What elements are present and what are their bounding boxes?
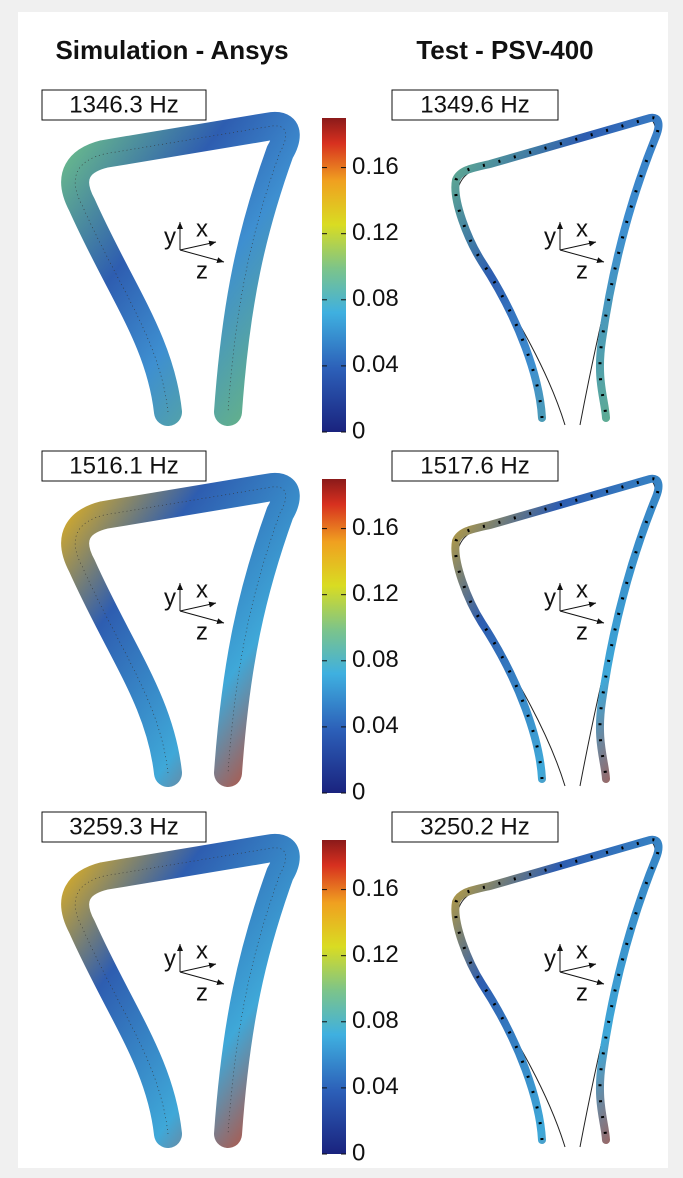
- axis-label: y: [544, 223, 556, 250]
- axis-arrow: [559, 971, 605, 986]
- colorbar-tick-label: 0.16: [352, 153, 399, 180]
- frequency-box: [41, 450, 207, 482]
- test-shape: [451, 474, 663, 783]
- colorbar: [322, 840, 346, 1154]
- axis-label: x: [576, 215, 588, 242]
- simulation-shape: [61, 111, 300, 426]
- frequency-box: [41, 811, 207, 843]
- frequency-box: [391, 811, 559, 843]
- mode-row: 3259.3 Hz 3250.2 Hzy xzy xz00.040.080.120.1…: [41, 811, 663, 1166]
- axis-label: z: [196, 979, 208, 1006]
- colorbar-tick-label: 0.12: [352, 580, 399, 607]
- axis-arrow: [559, 240, 597, 251]
- axis-label: x: [196, 215, 208, 242]
- colorbar-tick-label: 0: [352, 1139, 365, 1166]
- frequency-label: 3250.2 Hz: [420, 813, 529, 840]
- axis-arrow: [559, 610, 605, 625]
- column-header: Simulation - Ansys: [55, 35, 288, 65]
- axis-arrow: [179, 610, 225, 625]
- frequency-label: 1346.3 Hz: [69, 91, 178, 118]
- column-header: Test - PSV-400: [416, 35, 593, 65]
- frequency-label: 1349.6 Hz: [420, 91, 529, 118]
- axis-arrow: [179, 249, 225, 264]
- axis-label: y: [164, 223, 176, 250]
- colorbar-tick-label: 0: [352, 417, 365, 444]
- axis-arrow: [559, 249, 605, 264]
- colorbar: [322, 479, 346, 793]
- colorbar-tick-label: 0.12: [352, 219, 399, 246]
- axis-label: y: [164, 584, 176, 611]
- frequency-box: [391, 450, 559, 482]
- axis-arrow: [179, 971, 225, 986]
- test-shape: [451, 113, 663, 422]
- axis-arrow: [559, 962, 597, 973]
- mode-row: 1516.1 Hz 1517.6 Hzy xzy xz00.040.080.120.1…: [41, 450, 663, 805]
- colorbar-tick-label: 0.04: [352, 712, 399, 739]
- colorbar-tick-label: 0.16: [352, 875, 399, 902]
- axis-label: y: [544, 945, 556, 972]
- axis-label: z: [576, 257, 588, 284]
- axis-label: x: [576, 576, 588, 603]
- colorbar-tick-label: 0.16: [352, 514, 399, 541]
- colorbar-tick-label: 0.04: [352, 351, 399, 378]
- simulation-shape: [61, 472, 300, 787]
- colorbar-tick-label: 0.08: [352, 1007, 399, 1034]
- frequency-label: 1516.1 Hz: [69, 452, 178, 479]
- simulation-shape: [61, 833, 300, 1148]
- axis-label: x: [576, 937, 588, 964]
- axis-label: y: [544, 584, 556, 611]
- axis-label: z: [576, 979, 588, 1006]
- frequency-label: 3259.3 Hz: [69, 813, 178, 840]
- colorbar: [322, 118, 346, 432]
- test-shape: [451, 835, 663, 1144]
- colorbar-tick-label: 0.12: [352, 941, 399, 968]
- colorbar-tick-label: 0: [352, 778, 365, 805]
- axis-arrow: [179, 962, 217, 973]
- colorbar-tick-label: 0.08: [352, 646, 399, 673]
- axis-arrow: [179, 240, 217, 251]
- axis-label: x: [196, 576, 208, 603]
- colorbar-tick-label: 0.08: [352, 285, 399, 312]
- axis-label: x: [196, 937, 208, 964]
- mode-row: 1346.3 Hz 1349.6 Hzy xzy xz00.040.080.120.1…: [41, 89, 663, 444]
- frequency-box: [391, 89, 559, 121]
- axis-arrow: [559, 601, 597, 612]
- frequency-label: 1517.6 Hz: [420, 452, 529, 479]
- frequency-box: [41, 89, 207, 121]
- axis-label: z: [196, 257, 208, 284]
- colorbar-tick-label: 0.04: [352, 1073, 399, 1100]
- axis-label: z: [576, 618, 588, 645]
- axis-arrow: [179, 601, 217, 612]
- axis-label: y: [164, 945, 176, 972]
- axis-label: z: [196, 618, 208, 645]
